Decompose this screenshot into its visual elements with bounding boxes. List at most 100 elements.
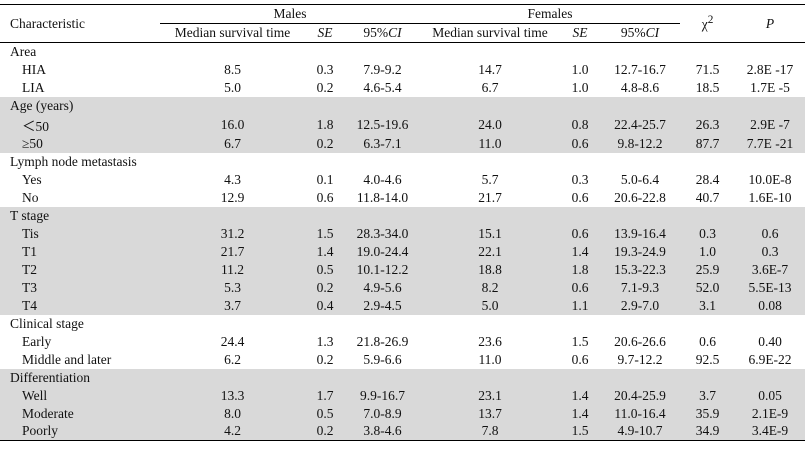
table-body: Area HIA 8.5 0.3 7.9-9.2 14.7 1.0 12.7-16.7 71.5… [0, 43, 805, 441]
value-cell: 11.2 [220, 261, 245, 277]
value-cell: 8.2 [481, 279, 499, 295]
value-cell: 11.0 [478, 135, 502, 151]
value-cell: 0.40 [758, 333, 782, 349]
row-label: Poorly [22, 423, 59, 439]
value-cell: 3.4E-9 [751, 423, 789, 439]
value-cell: 0.2 [316, 351, 334, 367]
data-row: ≥50 6.7 0.2 6.3-7.1 11.0 0.6 9.8-12.2 87.7 7.7E … [0, 134, 805, 153]
value-cell: 20.6-26.6 [614, 333, 666, 349]
header-cell: χ2 [680, 5, 735, 43]
value-cell: 20.4-25.9 [614, 387, 666, 403]
header-text: SE [317, 25, 333, 40]
value-cell: 5.0 [481, 297, 499, 313]
value-cell: 23.6 [478, 333, 502, 349]
value-cell: 4.0-4.6 [363, 171, 402, 187]
row-label: T3 [22, 279, 37, 295]
value-cell: 14.7 [478, 61, 502, 77]
value-cell: 1.0 [571, 61, 589, 77]
value-cell: 13.9-16.4 [614, 225, 666, 241]
value-cell: 2.9-7.0 [620, 297, 660, 313]
header-cell: P [735, 5, 805, 43]
value-cell: 3.7 [699, 387, 716, 403]
value-cell: 11.8-14.0 [356, 189, 409, 205]
value-cell: 3.1 [699, 297, 716, 313]
header-row: Median survival time SE 95%CI Median sur… [0, 24, 805, 43]
header-text: P [765, 15, 775, 31]
header-cell: Median survival time [432, 25, 548, 40]
value-cell: 4.8-8.6 [620, 79, 660, 95]
value-cell: 15.1 [478, 225, 502, 241]
value-cell: 6.7 [224, 135, 241, 151]
group-row: Lymph node metastasis [0, 153, 805, 171]
value-cell: 6.3-7.1 [363, 135, 402, 151]
header-cell: Males [160, 4, 420, 24]
data-row: ＜50 16.0 1.8 12.5-19.6 24.0 0.8 22.4-25.7 26.3 2… [0, 114, 805, 135]
value-cell: 2.9E -7 [750, 116, 790, 132]
data-row: T2 11.2 0.5 10.1-12.2 18.8 1.8 15.3-22.3 25.9 3.… [0, 260, 805, 279]
header-cell: SE [305, 24, 345, 43]
value-cell: 0.05 [758, 387, 782, 403]
group-label: Differentiation [10, 369, 90, 385]
data-row: Early 24.4 1.3 21.8-26.9 23.6 1.5 20.6-26.6 0.6… [0, 333, 805, 351]
group-row: T stage [0, 206, 805, 225]
value-cell: 21.7 [220, 243, 245, 259]
row-label: ＜50 [22, 118, 49, 134]
value-cell: 13.3 [220, 387, 245, 403]
header-cell: 95%CI [345, 24, 420, 43]
value-cell: 6.9E-22 [748, 351, 792, 367]
value-cell: 1.5 [571, 423, 589, 439]
value-cell: 3.6E-7 [751, 261, 789, 277]
value-cell: 0.6 [699, 333, 716, 349]
value-cell: 4.9-5.6 [363, 279, 402, 295]
value-cell: 23.1 [478, 387, 502, 403]
value-cell: 0.08 [758, 297, 782, 313]
header-text: 95% [620, 25, 646, 40]
value-cell: 1.4 [571, 387, 589, 403]
value-cell: 5.0 [224, 79, 241, 95]
value-cell: 21.7 [478, 189, 502, 205]
header-cell: 95%CI [600, 24, 680, 43]
value-cell: 28.3-34.0 [356, 225, 409, 241]
group-label: Age (years) [10, 97, 74, 113]
value-cell: 0.6 [571, 351, 589, 367]
data-row: T1 21.7 1.4 19.0-24.4 22.1 1.4 19.3-24.9 1.0 0.3 [0, 242, 805, 261]
value-cell: 9.9-16.7 [360, 387, 405, 403]
row-label: Well [22, 387, 48, 403]
header-text: 95% [363, 25, 389, 40]
value-cell: 0.6 [571, 135, 589, 151]
data-row: T3 5.3 0.2 4.9-5.6 8.2 0.6 7.1-9.3 52.0 5.5E-13 [0, 278, 805, 297]
value-cell: 19.0-24.4 [356, 243, 409, 259]
data-row: Moderate 8.0 0.5 7.0-8.9 13.7 1.4 11.0-16.4 35.… [0, 404, 805, 423]
value-cell: 10.1-12.2 [356, 261, 409, 277]
value-cell: 1.0 [699, 243, 716, 259]
value-cell: 5.9-6.6 [363, 351, 402, 367]
value-cell: 1.6E-10 [748, 189, 792, 205]
value-cell: 13.7 [478, 405, 502, 421]
data-row: HIA 8.5 0.3 7.9-9.2 14.7 1.0 12.7-16.7 71.5 2.8E… [0, 61, 805, 79]
row-label: Tis [22, 225, 39, 241]
value-cell: 16.0 [220, 116, 245, 132]
value-cell: 4.9-10.7 [617, 423, 663, 439]
value-cell: 3.7 [224, 297, 241, 313]
value-cell: 1.4 [571, 243, 589, 259]
value-cell: 0.2 [316, 279, 334, 295]
data-row: Middle and later 6.2 0.2 5.9-6.6 11.0 0.6 9.7-… [0, 351, 805, 369]
value-cell: 0.2 [316, 79, 334, 95]
row-label: LIA [22, 79, 45, 95]
group-label: Clinical stage [10, 315, 84, 331]
group-row: Area [0, 43, 805, 61]
value-cell: 11.0 [478, 351, 502, 367]
value-cell: 0.6 [761, 225, 779, 241]
value-cell: 0.1 [316, 171, 334, 187]
value-cell: 24.4 [220, 333, 245, 349]
data-row: Yes 4.3 0.1 4.0-4.6 5.7 0.3 5.0-6.4 28.4 10.0E-8 [0, 171, 805, 189]
header-cell: Median survival time [174, 25, 291, 40]
row-label: Middle and later [22, 351, 112, 367]
value-cell: 7.8 [481, 423, 499, 439]
value-cell: 26.3 [695, 116, 720, 132]
value-cell: 1.0 [571, 79, 589, 95]
row-label: Yes [22, 171, 42, 187]
value-cell: 12.7-16.7 [614, 61, 666, 77]
value-cell: 21.8-26.9 [356, 333, 409, 349]
value-cell: 0.2 [316, 135, 334, 151]
